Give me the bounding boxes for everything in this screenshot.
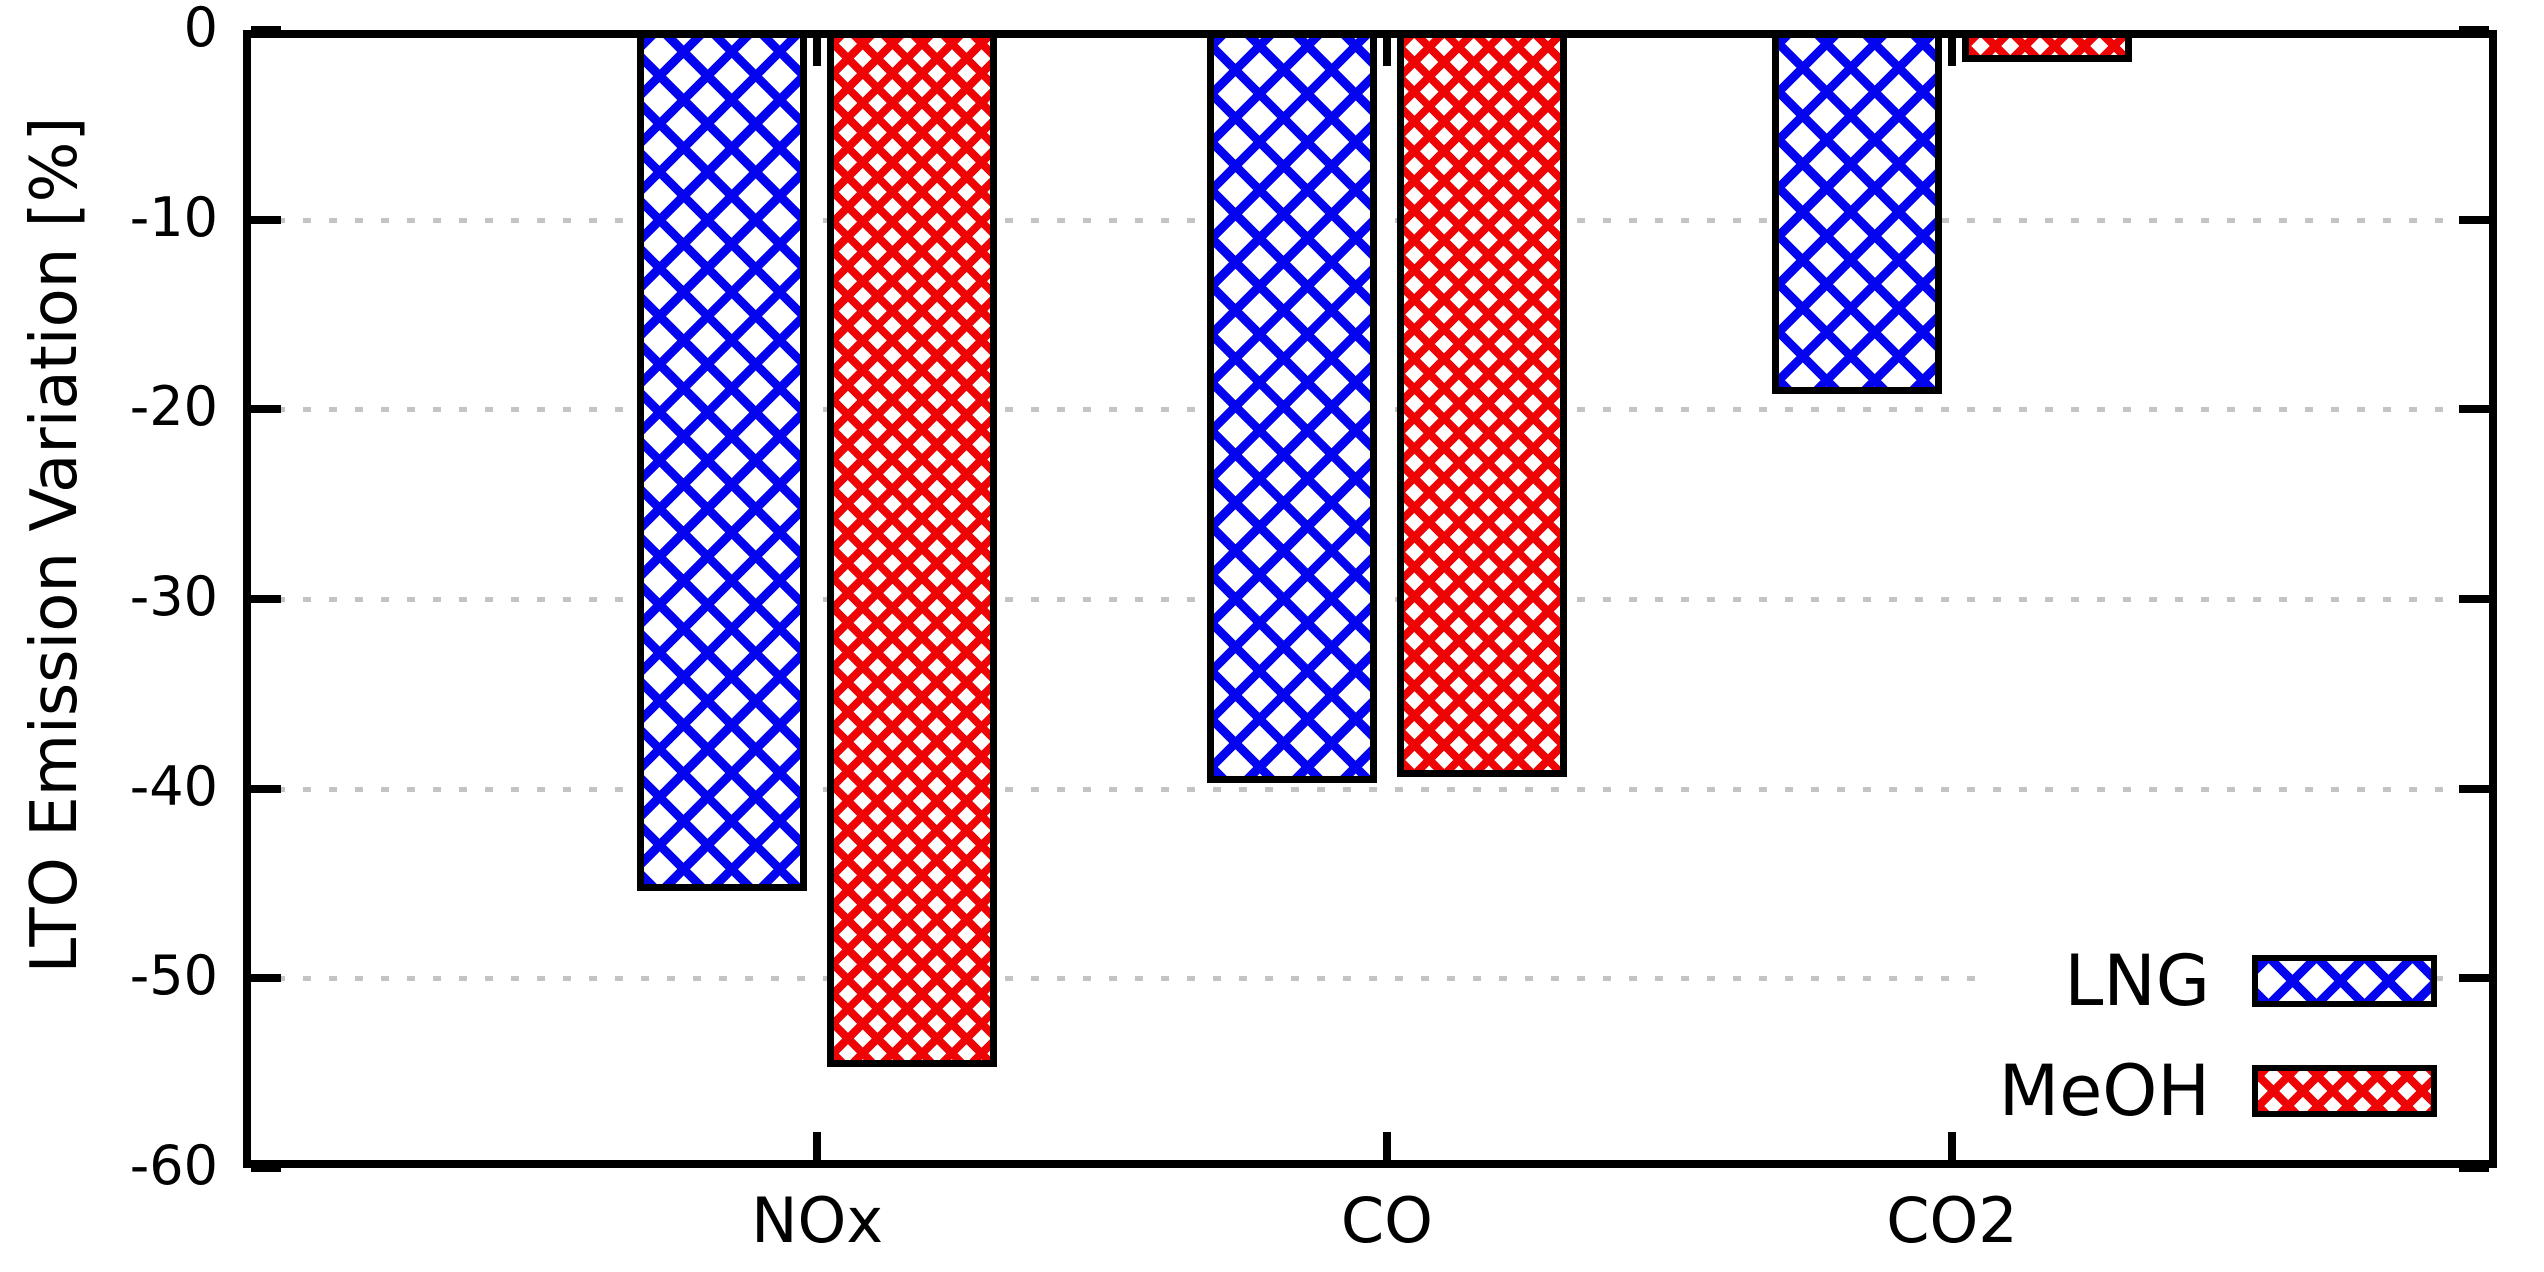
x-tick-bottom-co2 (1947, 1132, 1956, 1160)
legend-label-meoh: MeOH (1998, 1050, 2210, 1132)
y-tick-right-0 (2459, 26, 2489, 34)
x-tick-label-co: CO (1340, 1184, 1433, 1257)
y-axis-title: LTO Emission Variation [%] (18, 116, 92, 974)
bar-meoh-co2 (1961, 30, 2132, 63)
y-tick-left-20 (251, 405, 281, 414)
y-tick-label-40: -40 (129, 754, 218, 818)
legend-swatch-lng-icon (2252, 955, 2437, 1007)
x-tick-top-co2 (1947, 38, 1956, 66)
y-tick-right-30 (2459, 595, 2489, 603)
legend-row-meoh: MeOH (1999, 1056, 2437, 1126)
y-tick-right-60 (2459, 1164, 2489, 1172)
y-tick-left-30 (251, 595, 281, 603)
x-tick-top-nox (813, 38, 822, 66)
y-tick-label-0: 0 (183, 0, 218, 59)
legend-label-lng: LNG (2064, 940, 2210, 1022)
y-tick-label-60: -60 (129, 1133, 218, 1197)
y-tick-right-10 (2459, 215, 2489, 224)
bar-lng-co2 (1771, 30, 1942, 395)
y-tick-right-40 (2459, 784, 2489, 793)
x-tick-label-co2: CO2 (1886, 1184, 2018, 1257)
y-tick-right-50 (2459, 974, 2489, 983)
y-tick-left-60 (251, 1164, 281, 1172)
y-tick-left-10 (251, 215, 281, 224)
plot-area: LNG MeOH (243, 26, 2497, 1172)
x-tick-label-nox: NOx (751, 1184, 884, 1257)
x-tick-top-co (1382, 38, 1391, 66)
y-tick-label-20: -20 (129, 375, 218, 439)
gridline--50 (251, 976, 2489, 982)
y-tick-label-30: -30 (129, 564, 218, 628)
legend-swatch-meoh-icon (2252, 1065, 2437, 1117)
y-tick-left-0 (251, 26, 281, 34)
y-tick-label-50: -50 (129, 944, 218, 1008)
legend-row-lng: LNG (2064, 946, 2437, 1016)
bar-meoh-nox (827, 30, 998, 1068)
x-tick-bottom-co (1382, 1132, 1391, 1160)
y-tick-left-40 (251, 784, 281, 793)
gridline--40 (251, 786, 2489, 792)
y-tick-left-50 (251, 974, 281, 983)
bar-meoh-co (1396, 30, 1567, 778)
y-tick-right-20 (2459, 405, 2489, 414)
bar-lng-co (1206, 30, 1377, 783)
bar-lng-nox (637, 30, 808, 892)
legend: LNG MeOH (1974, 940, 2437, 1132)
y-tick-label-10: -10 (129, 185, 218, 249)
x-tick-bottom-nox (813, 1132, 822, 1160)
